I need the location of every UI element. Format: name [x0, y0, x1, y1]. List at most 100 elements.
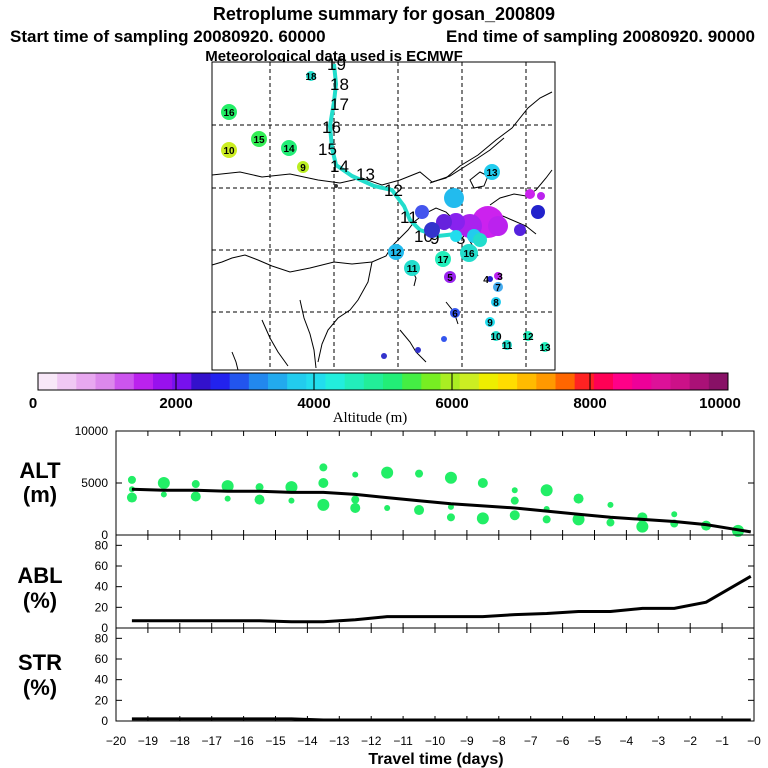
plume-dot: [444, 471, 457, 484]
str-panel: STR (%) 0 20 40 60 80: [18, 627, 755, 728]
map-dot-circle: [388, 244, 404, 260]
time-series-panels: ALT (m) 0 5000 10000 ABL (%) 0 20 40 60 80 STR…: [17, 424, 761, 768]
y-tick-label: 80: [95, 538, 109, 552]
svg-text:10: 10: [223, 146, 235, 157]
svg-text:6: 6: [452, 309, 458, 320]
map-dot: 11: [404, 260, 420, 276]
plume-dot: [477, 478, 488, 488]
map-dot: 13: [539, 342, 551, 354]
y-tick-label: 0: [101, 621, 108, 635]
map-dot-circle: [251, 131, 267, 147]
plume-dot: [384, 504, 391, 511]
alt-panel: ALT (m) 0 5000 10000: [19, 424, 755, 542]
abl-panel-frame: [115, 534, 755, 629]
colorbar-cell: [402, 373, 422, 390]
plume-dot: [318, 478, 329, 488]
plume-dot: [511, 487, 518, 494]
svg-text:10: 10: [490, 332, 502, 343]
colorbar-cell: [613, 373, 633, 390]
svg-text:14: 14: [283, 144, 295, 155]
met-data-label: Meteorological data used is ECMWF: [205, 48, 463, 65]
map-dot: 5: [444, 271, 456, 284]
map-dot-circle: [540, 342, 550, 352]
colorbar-cell: [287, 373, 307, 390]
svg-text:16: 16: [463, 249, 475, 260]
x-tick-label: −0: [747, 734, 761, 748]
colorbar-cell: [689, 373, 710, 390]
svg-text:4: 4: [483, 275, 489, 286]
trajectory-labels: 19 18 17 16 15 14 13 12 11 10 9 8: [318, 55, 465, 248]
plume-dot: [254, 494, 265, 505]
colorbar-tick-label: 6000: [435, 395, 468, 412]
alt-ylabel: ALT: [19, 458, 61, 483]
map-dots: 16 15 10 14 9 18 13 12 11 17 16 6 5 4 3 …: [221, 71, 551, 354]
colorbar-cell: [383, 373, 403, 390]
plume-dot: [351, 495, 360, 504]
colorbar-tick-label: 8000: [573, 395, 606, 412]
str-ylabel-unit: (%): [23, 675, 57, 700]
plume-dot: [606, 518, 615, 527]
colorbar-cell: [248, 373, 269, 390]
colorbar-cell: [38, 373, 58, 390]
x-tick-label: −15: [265, 734, 286, 748]
map-dot: 10: [490, 331, 502, 343]
map-dot-circle: [404, 260, 420, 276]
map-dot-circle: [450, 308, 460, 318]
svg-text:9: 9: [300, 163, 306, 174]
svg-text:5: 5: [447, 273, 453, 284]
colorbar-cell: [670, 373, 691, 390]
colorbar-cell: [172, 373, 192, 390]
map-dot: 11: [502, 340, 513, 352]
colorbar-cell: [133, 373, 154, 390]
plume-dot: [350, 502, 361, 513]
altitude-colorbar: 0 2000 4000 6000 8000 10000 Altitude (m): [29, 372, 741, 426]
alt-line: [131, 487, 752, 534]
map-panel: 19 18 17 16 15 14 13 12 11 10 9 8: [211, 55, 556, 371]
plume-dot: [160, 491, 167, 498]
colorbar-cell: [459, 373, 480, 390]
traj-label: 12: [384, 181, 403, 200]
colorbar-cell: [517, 373, 537, 390]
svg-text:13: 13: [486, 168, 498, 179]
colorbar-cell: [114, 373, 135, 390]
map-dot-circle: [502, 340, 512, 350]
colorbar-cell: [210, 373, 231, 390]
map-dot: 12: [388, 244, 404, 260]
plume-dot: [572, 513, 585, 526]
map-dot: 7: [493, 282, 503, 294]
colorbar-cell: [478, 373, 499, 390]
colorbar-cell: [306, 373, 326, 390]
x-tick-label: −17: [202, 734, 223, 748]
x-axis-ticks: −20 −19 −18 −17 −16 −15 −14 −13 −12 −11 −10 −9 −8 −7 −…: [106, 734, 761, 748]
colorbar-cell: [632, 373, 652, 390]
map-dot: 15: [251, 131, 267, 147]
plume-dot: [285, 481, 298, 494]
svg-text:8: 8: [493, 298, 499, 309]
traj-label: 19: [327, 55, 346, 74]
svg-text:18: 18: [305, 72, 317, 83]
svg-text:7: 7: [495, 283, 501, 294]
colorbar-cell: [76, 373, 96, 390]
start-time-label: Start time of sampling 20080920. 60000: [10, 27, 326, 46]
svg-text:11: 11: [502, 341, 513, 352]
plume-dot: [352, 471, 359, 478]
plume-dot: [319, 463, 328, 472]
plume-dot: [190, 491, 201, 502]
map-dot-circle: [297, 161, 309, 173]
map-dot-circle: [281, 140, 297, 156]
x-tick-label: −2: [683, 734, 697, 748]
svg-text:3: 3: [497, 272, 503, 283]
plume-dot: [415, 469, 424, 478]
map-dot-circle: [523, 331, 533, 341]
x-tick-label: −1: [715, 734, 729, 748]
traj-label: 14: [330, 157, 349, 176]
colorbar-cell: [536, 373, 556, 390]
x-tick-label: −5: [588, 734, 602, 748]
colorbar-cell: [440, 373, 461, 390]
str-panel-frame: [115, 627, 755, 722]
colorbar-tick-label: 0: [29, 395, 37, 412]
x-tick-label: −7: [524, 734, 538, 748]
plume-dot: [221, 480, 234, 493]
x-tick-label: −20: [106, 734, 127, 748]
